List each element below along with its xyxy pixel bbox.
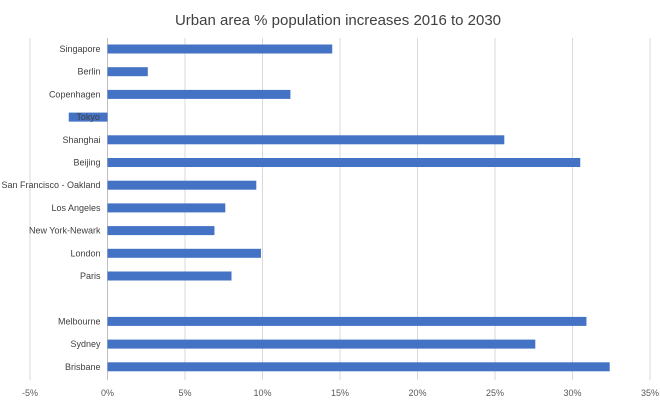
category-label: New York-Newark xyxy=(29,226,101,236)
category-label: Tokyo xyxy=(76,112,100,122)
category-label: Brisbane xyxy=(65,362,101,372)
bar xyxy=(107,135,505,145)
x-tick-labels: -5% 0% 5% 10% 15% 20% 25% 30% 35% xyxy=(22,388,659,398)
category-labels: Singapore Berlin Copenhagen Tokyo Shanghai Be… xyxy=(1,44,101,372)
x-tick-label: 30% xyxy=(563,388,581,398)
x-tick-label: 15% xyxy=(331,388,349,398)
x-tick-label: 5% xyxy=(178,388,191,398)
category-label: San Francisco - Oakland xyxy=(1,180,100,190)
bar xyxy=(107,271,232,281)
bar xyxy=(107,180,257,190)
category-label: Paris xyxy=(80,271,101,281)
bar xyxy=(107,339,536,349)
bar xyxy=(107,158,581,167)
x-tick-label: 10% xyxy=(253,388,271,398)
bar xyxy=(107,226,215,236)
bar xyxy=(107,89,291,99)
category-label: London xyxy=(70,248,100,258)
bar xyxy=(107,67,148,77)
x-tick-label: 0% xyxy=(101,388,114,398)
category-label: Beijing xyxy=(73,158,100,168)
bar xyxy=(107,248,261,258)
x-tick-label: 20% xyxy=(408,388,426,398)
category-label: Copenhagen xyxy=(49,89,101,99)
category-label: Sydney xyxy=(70,339,101,349)
category-label: Los Angeles xyxy=(51,203,101,213)
bar xyxy=(107,316,587,326)
chart-title: Urban area % population increases 2016 t… xyxy=(175,12,501,29)
bar xyxy=(68,112,108,122)
bars xyxy=(68,44,610,372)
category-label: Singapore xyxy=(59,44,100,54)
bar xyxy=(107,203,226,213)
x-tick-label: -5% xyxy=(22,388,38,398)
category-label: Melbourne xyxy=(58,316,101,326)
x-tick-label: 25% xyxy=(486,388,504,398)
bar xyxy=(107,44,333,54)
category-label: Shanghai xyxy=(62,135,100,145)
category-label: Berlin xyxy=(77,67,100,77)
x-tick-label: 35% xyxy=(641,388,659,398)
bar xyxy=(107,362,610,372)
